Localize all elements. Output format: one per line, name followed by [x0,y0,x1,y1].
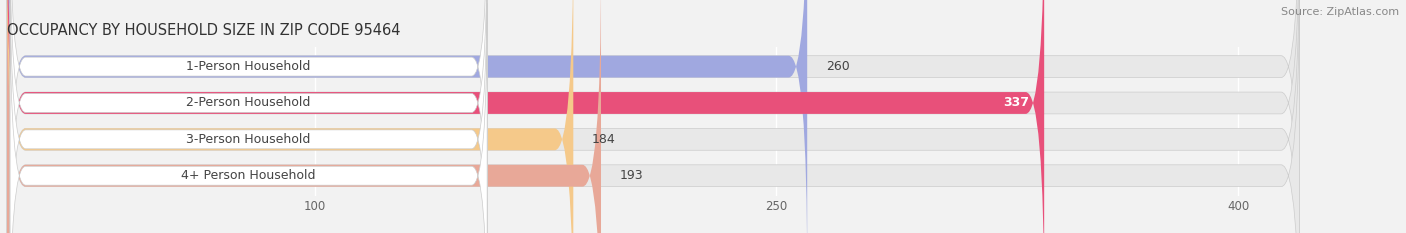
Text: Source: ZipAtlas.com: Source: ZipAtlas.com [1281,7,1399,17]
Text: 2-Person Household: 2-Person Household [187,96,311,110]
Text: 184: 184 [592,133,616,146]
Text: 260: 260 [825,60,849,73]
FancyBboxPatch shape [10,3,486,233]
FancyBboxPatch shape [10,0,486,233]
Text: 1-Person Household: 1-Person Household [187,60,311,73]
Text: 3-Person Household: 3-Person Household [187,133,311,146]
FancyBboxPatch shape [7,0,1299,233]
FancyBboxPatch shape [7,0,807,233]
FancyBboxPatch shape [7,0,1045,233]
Text: 193: 193 [620,169,643,182]
Text: 337: 337 [1002,96,1029,110]
Text: OCCUPANCY BY HOUSEHOLD SIZE IN ZIP CODE 95464: OCCUPANCY BY HOUSEHOLD SIZE IN ZIP CODE … [7,24,401,38]
FancyBboxPatch shape [7,0,1299,233]
FancyBboxPatch shape [7,0,1299,233]
Text: 4+ Person Household: 4+ Person Household [181,169,316,182]
FancyBboxPatch shape [7,0,600,233]
FancyBboxPatch shape [7,0,574,233]
FancyBboxPatch shape [10,0,486,233]
FancyBboxPatch shape [7,0,1299,233]
FancyBboxPatch shape [10,0,486,233]
